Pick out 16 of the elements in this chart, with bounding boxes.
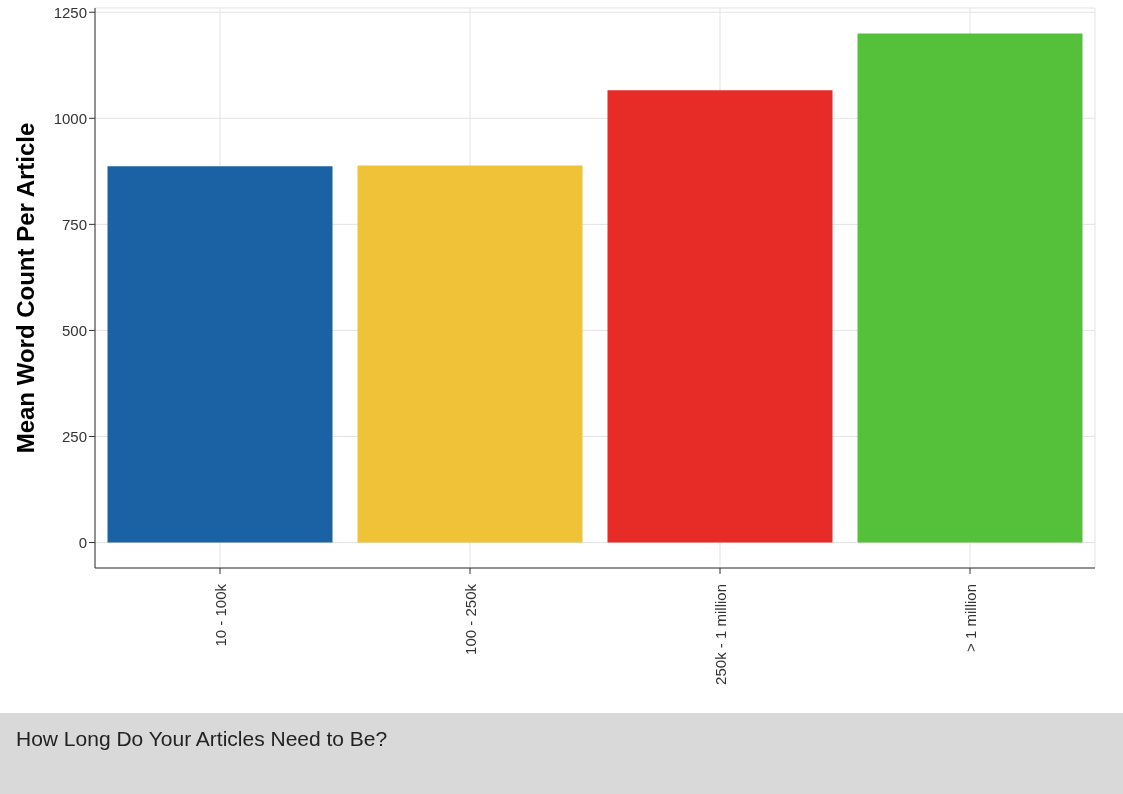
x-tick-label: 100 - 250k <box>461 583 479 655</box>
y-tick-label: 1250 <box>53 3 87 21</box>
y-tick-label: 500 <box>61 321 87 339</box>
x-tick-label: 10 - 100k <box>211 583 229 647</box>
bar <box>357 165 583 543</box>
bar <box>607 90 833 543</box>
x-tick-label: > 1 million <box>961 584 979 652</box>
y-tick-label: 1000 <box>53 109 87 127</box>
y-tick-label: 0 <box>78 533 87 551</box>
y-tick-label: 750 <box>61 215 87 233</box>
x-tick-label: 250k - 1 million <box>711 584 729 685</box>
bar <box>857 33 1083 543</box>
bar <box>107 166 333 543</box>
y-axis-title: Mean Word Count Per Article <box>11 122 39 454</box>
text: How Long Do Your Articles Need to Be? <box>16 727 388 751</box>
y-tick-label: 250 <box>61 427 87 445</box>
